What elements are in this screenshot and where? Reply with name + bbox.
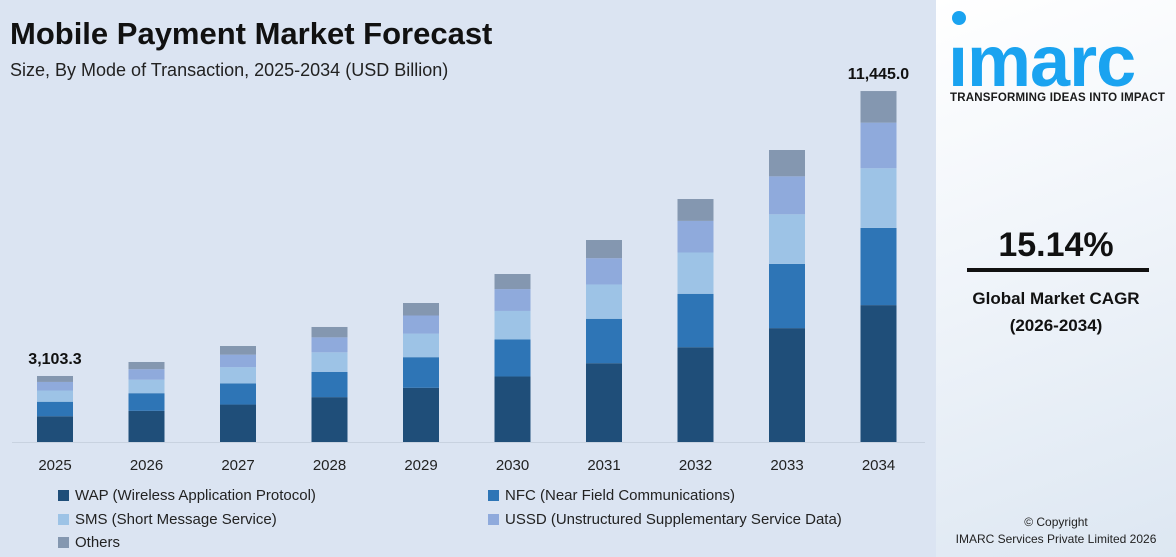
cagr-value: 15.14%: [998, 226, 1114, 264]
bar-segment-2032-1: [677, 293, 714, 348]
x-tick-label: 2034: [862, 457, 895, 474]
bar-segment-2032-4: [677, 199, 714, 221]
legend-swatch: [488, 490, 499, 501]
legend-item-nfc: NFC (Near Field Communications): [488, 487, 735, 504]
bar-segment-2027-4: [220, 346, 256, 355]
bar-segment-2030-4: [494, 273, 531, 290]
bar-segment-2034-3: [860, 122, 897, 169]
legend-swatch: [58, 537, 69, 548]
legend-label: WAP (Wireless Application Protocol): [75, 487, 316, 504]
x-tick-label: 2031: [587, 457, 620, 474]
data-label: 11,445.0: [848, 66, 910, 83]
cagr-label: Global Market CAGR (2026-2034): [936, 285, 1176, 339]
legend-label: NFC (Near Field Communications): [505, 487, 736, 504]
bar-segment-2033-3: [769, 176, 805, 215]
bar-segment-2026-2: [128, 379, 165, 394]
bar-segment-2026-3: [128, 369, 165, 380]
bar-segment-2027-0: [220, 404, 256, 442]
bar-segment-2028-1: [311, 371, 348, 398]
bar-segment-2025-4: [37, 375, 73, 382]
chart-title: Mobile Payment Market Forecast: [10, 16, 493, 51]
x-tick-label: 2025: [38, 457, 71, 474]
legend-item-wap: WAP (Wireless Application Protocol): [58, 487, 316, 504]
bar-segment-2034-2: [860, 168, 897, 228]
legend-label: Others: [75, 534, 121, 551]
data-label: 3,103.3: [28, 351, 81, 368]
legend-swatch: [58, 490, 69, 501]
cagr-period: (2026-2034): [1009, 316, 1103, 335]
bar-segment-2029-1: [403, 357, 439, 388]
legend-label: SMS (Short Message Service): [75, 511, 277, 528]
bar-segment-2033-0: [769, 328, 805, 442]
bar-segment-2027-3: [220, 354, 256, 368]
chart-subtitle: Size, By Mode of Transaction, 2025-2034 …: [10, 60, 449, 80]
legend-label: USSD (Unstructured Supplementary Service…: [505, 511, 842, 528]
bar-segment-2026-0: [128, 410, 165, 442]
bar-segment-2025-2: [37, 390, 73, 402]
bar-segment-2032-3: [677, 220, 714, 253]
bar-segment-2028-0: [311, 397, 348, 442]
bar-segment-2028-3: [311, 337, 348, 353]
company-name: IMARC Services Private Limited 2026: [955, 532, 1157, 546]
bar-segment-2029-3: [403, 315, 439, 334]
bar-segment-2032-0: [677, 347, 714, 442]
x-tick-label: 2028: [313, 457, 346, 474]
bar-segment-2034-0: [860, 305, 897, 442]
bar-segment-2030-2: [494, 310, 531, 340]
bar-segment-2030-1: [494, 339, 531, 377]
legend-item-sms: SMS (Short Message Service): [58, 511, 277, 528]
bar-segment-2032-2: [677, 252, 714, 294]
cagr-label-text: Global Market CAGR: [972, 289, 1140, 308]
bar-segment-2031-4: [586, 240, 622, 259]
legend-item-others: Others: [58, 534, 120, 551]
cagr-divider: [967, 268, 1149, 272]
bar-segment-2025-3: [37, 381, 73, 391]
bar-segment-2031-3: [586, 258, 622, 285]
bar-segment-2026-1: [128, 393, 165, 411]
bar-segment-2033-2: [769, 214, 805, 264]
x-tick-label: 2027: [221, 457, 254, 474]
brand-tagline: TRANSFORMING IDEAS INTO IMPACT: [950, 92, 1166, 104]
bar-segment-2030-3: [494, 289, 531, 311]
bar-segment-2034-1: [860, 227, 897, 306]
bar-segment-2029-2: [403, 333, 439, 358]
x-tick-label: 2033: [770, 457, 803, 474]
imarc-logo: ımarc: [948, 8, 1174, 102]
bar-segment-2031-2: [586, 284, 622, 319]
bar-segment-2031-1: [586, 318, 622, 364]
legend-swatch: [488, 514, 499, 525]
bar-segment-2026-4: [128, 361, 165, 370]
svg-text:ımarc: ımarc: [948, 22, 1135, 92]
copyright-text: © Copyright: [1024, 515, 1088, 529]
bar-segment-2033-4: [769, 149, 805, 177]
bar-segment-2028-4: [311, 326, 348, 338]
bar-segment-2025-1: [37, 401, 73, 417]
x-tick-label: 2026: [130, 457, 163, 474]
x-tick-label: 2032: [679, 457, 712, 474]
bar-segment-2029-4: [403, 303, 439, 316]
legend-swatch: [58, 514, 69, 525]
copyright: © Copyright IMARC Services Private Limite…: [936, 514, 1176, 548]
x-tick-label: 2029: [404, 457, 437, 474]
bar-segment-2031-0: [586, 363, 622, 442]
bar-segment-2029-0: [403, 387, 439, 442]
legend-item-ussd: USSD (Unstructured Supplementary Service…: [488, 511, 842, 528]
bar-segment-2027-2: [220, 367, 256, 384]
stacked-bar-chart: 2025 3,103.3 2026 2027 2028 2029 2030 2031 2032 2…: [12, 66, 925, 474]
bar-segment-2028-2: [311, 352, 348, 372]
bar-segment-2027-1: [220, 383, 256, 405]
bar-segment-2025-0: [37, 416, 73, 442]
bar-segment-2034-4: [860, 91, 897, 123]
info-panel: [936, 0, 1176, 557]
bar-segment-2030-0: [494, 376, 531, 442]
bar-segment-2033-1: [769, 263, 805, 329]
x-tick-label: 2030: [496, 457, 529, 474]
